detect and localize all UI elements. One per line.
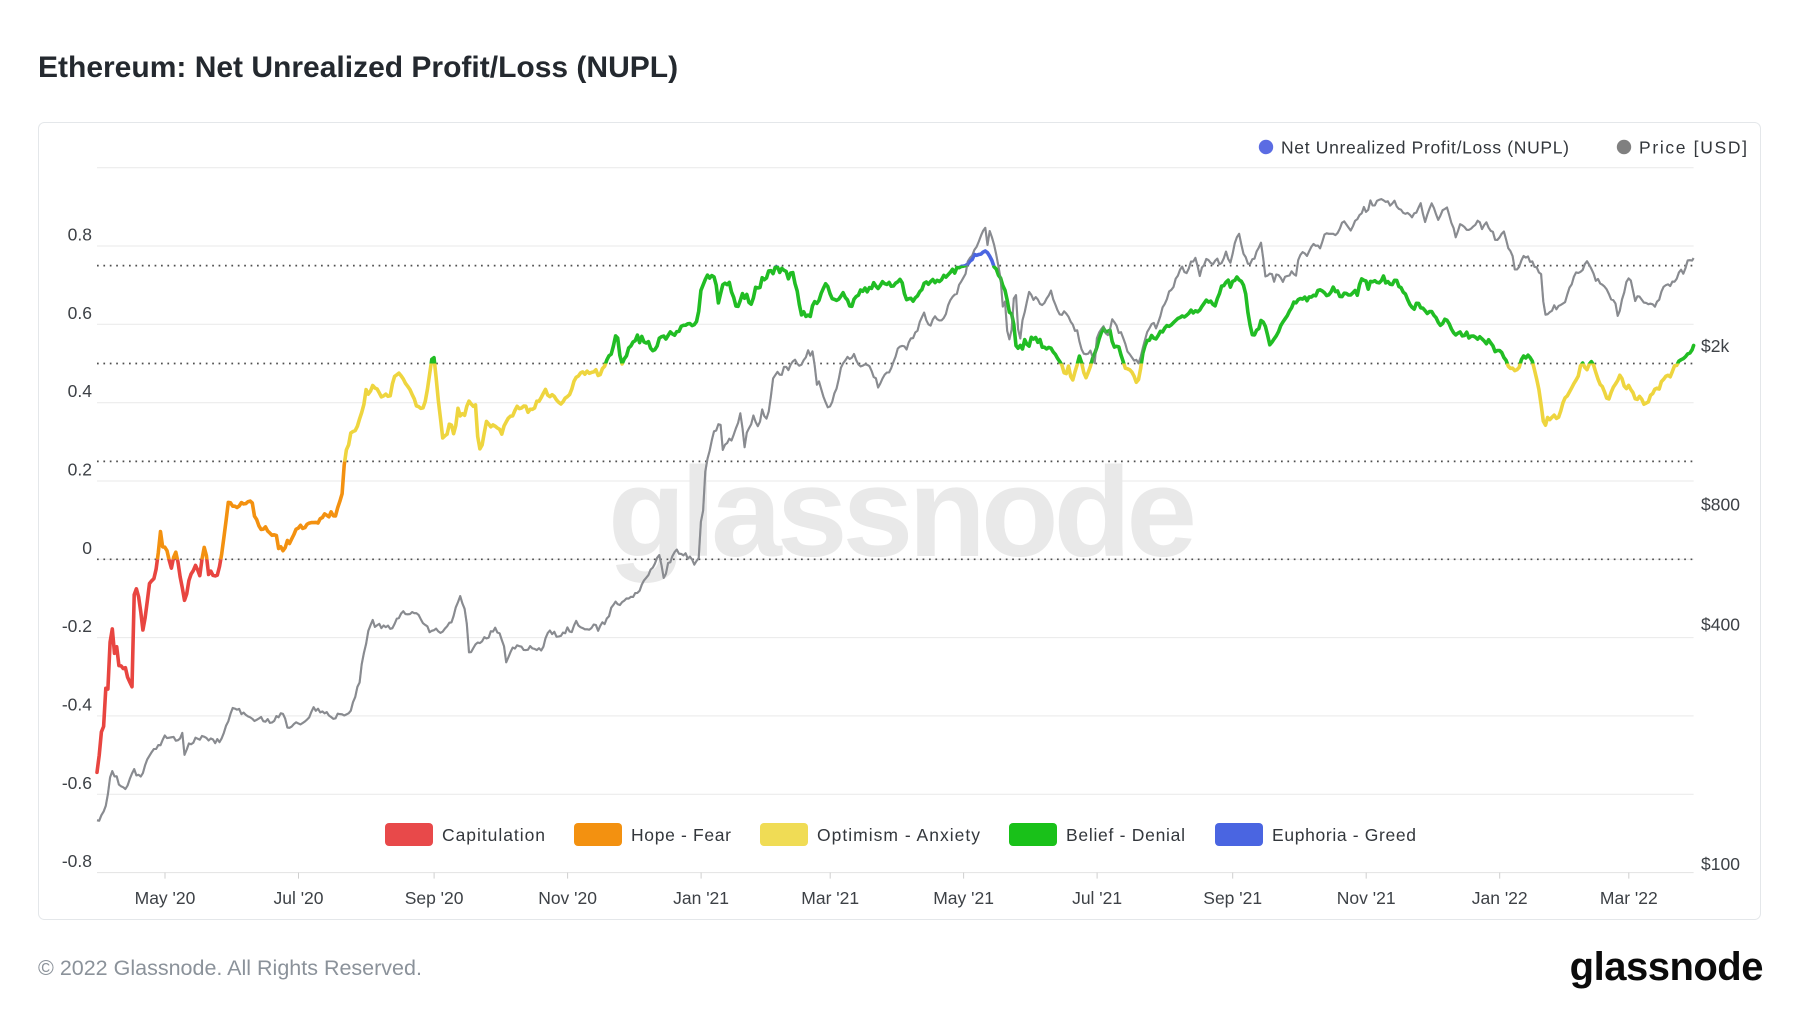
svg-text:Euphoria - Greed: Euphoria - Greed [1272, 825, 1416, 845]
svg-text:0.2: 0.2 [68, 460, 92, 480]
svg-text:0: 0 [82, 538, 92, 558]
svg-text:$400: $400 [1701, 614, 1740, 634]
svg-text:Hope - Fear: Hope - Fear [631, 825, 731, 845]
svg-text:May '20: May '20 [135, 888, 196, 908]
svg-text:© 2022 Glassnode. All Rights R: © 2022 Glassnode. All Rights Reserved. [38, 956, 422, 980]
svg-text:Nov '21: Nov '21 [1337, 888, 1396, 908]
svg-text:0.6: 0.6 [68, 303, 92, 323]
svg-text:May '21: May '21 [933, 888, 994, 908]
svg-text:Sep '20: Sep '20 [405, 888, 464, 908]
svg-text:-0.8: -0.8 [62, 851, 92, 871]
svg-text:Belief - Denial: Belief - Denial [1066, 825, 1185, 845]
svg-text:Jan '22: Jan '22 [1472, 888, 1528, 908]
svg-text:glassnode: glassnode [1570, 945, 1763, 989]
svg-text:Sep '21: Sep '21 [1203, 888, 1262, 908]
svg-text:Capitulation: Capitulation [442, 825, 545, 845]
svg-text:-0.4: -0.4 [62, 694, 92, 714]
svg-text:Price [USD]: Price [USD] [1639, 138, 1747, 158]
svg-text:Mar '21: Mar '21 [801, 888, 859, 908]
svg-text:$800: $800 [1701, 494, 1740, 514]
svg-text:Net Unrealized Profit/Loss (NU: Net Unrealized Profit/Loss (NUPL) [1281, 138, 1569, 158]
svg-text:Optimism - Anxiety: Optimism - Anxiety [817, 825, 980, 845]
svg-text:Mar '22: Mar '22 [1600, 888, 1658, 908]
svg-text:0.8: 0.8 [68, 225, 92, 245]
svg-text:Jan '21: Jan '21 [673, 888, 729, 908]
svg-text:-0.2: -0.2 [62, 616, 92, 636]
svg-text:$2k: $2k [1701, 336, 1729, 356]
svg-text:0.4: 0.4 [68, 381, 93, 401]
svg-text:Ethereum: Net Unrealized Profi: Ethereum: Net Unrealized Profit/Loss (NU… [38, 51, 678, 84]
svg-text:$100: $100 [1701, 854, 1740, 874]
svg-text:Jul '21: Jul '21 [1072, 888, 1122, 908]
svg-text:Jul '20: Jul '20 [273, 888, 323, 908]
svg-text:Nov '20: Nov '20 [538, 888, 597, 908]
svg-text:-0.6: -0.6 [62, 773, 92, 793]
